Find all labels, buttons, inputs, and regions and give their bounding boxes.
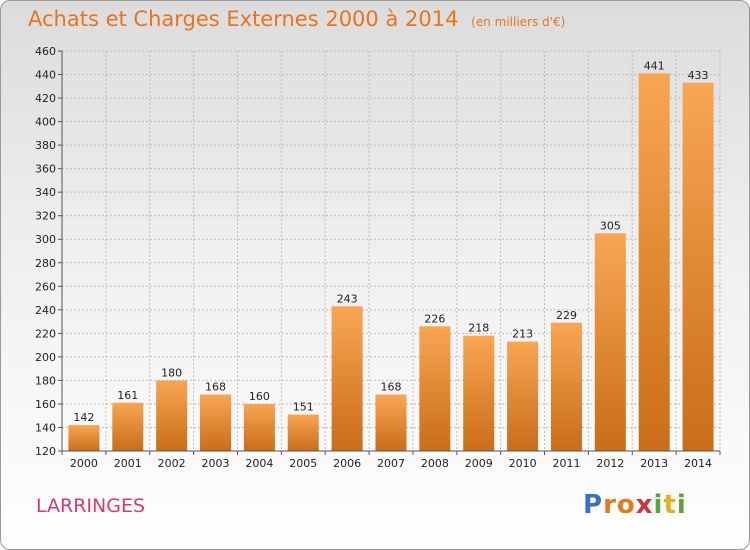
x-tick-label: 2014: [684, 457, 712, 470]
x-tick-label: 2012: [596, 457, 624, 470]
bar-2001: [112, 402, 144, 451]
bar-value-label: 161: [117, 389, 138, 402]
bar-2000: [68, 425, 100, 451]
x-tick-label: 2007: [377, 457, 405, 470]
bar-2009: [463, 335, 495, 451]
bar-value-label: 218: [468, 322, 489, 335]
bar-value-label: 151: [293, 401, 314, 414]
chart-title: Achats et Charges Externes 2000 à 2014 (…: [28, 7, 565, 31]
bar-2006: [331, 306, 363, 451]
bar-value-label: 433: [688, 69, 709, 82]
x-tick-label: 2008: [421, 457, 449, 470]
logo-letter: P: [583, 490, 604, 520]
chart-title-text: Achats et Charges Externes 2000 à 2014: [28, 7, 459, 31]
town-name: LARRINGES: [36, 495, 146, 517]
y-tick-label: 280: [35, 257, 56, 270]
bar-2010: [507, 341, 539, 451]
bar-2003: [200, 394, 232, 451]
y-tick-label: 400: [35, 116, 56, 129]
logo-letter: i: [653, 490, 664, 520]
y-tick-label: 420: [35, 92, 56, 105]
proxiti-logo[interactable]: Proxiti: [583, 490, 687, 520]
y-tick-label: 260: [35, 280, 56, 293]
logo-letter: t: [663, 490, 677, 520]
y-tick-label: 200: [35, 351, 56, 364]
bar-value-label: 229: [556, 309, 577, 322]
x-tick-label: 2001: [114, 457, 142, 470]
bar-2012: [594, 233, 626, 451]
y-tick-label: 240: [35, 304, 56, 317]
x-tick-label: 2013: [640, 457, 668, 470]
bar-value-label: 180: [161, 366, 182, 379]
y-tick-label: 360: [35, 163, 56, 176]
logo-letter: i: [676, 490, 687, 520]
x-tick-label: 2006: [333, 457, 361, 470]
x-tick-label: 2011: [552, 457, 580, 470]
x-tick-label: 2004: [245, 457, 273, 470]
bar-2014: [682, 82, 714, 451]
x-tick-label: 2010: [509, 457, 537, 470]
x-tick-label: 2009: [465, 457, 493, 470]
bar-value-label: 168: [381, 381, 402, 394]
x-tick-label: 2005: [289, 457, 317, 470]
y-tick-label: 220: [35, 327, 56, 340]
bar-2002: [156, 380, 188, 451]
y-tick-label: 380: [35, 139, 56, 152]
bar-value-label: 168: [205, 381, 226, 394]
bar-2013: [638, 73, 670, 452]
logo-letter: x: [635, 490, 654, 520]
bar-value-label: 243: [337, 292, 358, 305]
y-tick-label: 160: [35, 398, 56, 411]
y-tick-label: 300: [35, 233, 56, 246]
bar-value-label: 160: [249, 390, 270, 403]
y-tick-label: 320: [35, 210, 56, 223]
logo-letter: o: [616, 490, 636, 520]
bar-value-label: 142: [73, 411, 94, 424]
bar-2008: [419, 326, 451, 451]
bar-2007: [375, 394, 407, 451]
bar-2004: [243, 403, 275, 451]
y-tick-label: 140: [35, 421, 56, 434]
bar-2005: [287, 414, 319, 451]
bar-value-label: 441: [644, 59, 665, 72]
bar-value-label: 213: [512, 328, 533, 341]
bar-value-label: 226: [424, 312, 445, 325]
y-tick-label: 460: [35, 45, 56, 58]
x-tick-label: 2002: [158, 457, 186, 470]
chart-subtitle: (en milliers d'€): [471, 15, 566, 29]
bar-2011: [550, 322, 582, 451]
y-tick-label: 340: [35, 186, 56, 199]
logo-letter: r: [603, 490, 617, 520]
x-tick-label: 2003: [202, 457, 230, 470]
y-tick-label: 440: [35, 69, 56, 82]
bar-value-label: 305: [600, 219, 621, 232]
y-tick-label: 120: [35, 445, 56, 458]
y-tick-label: 180: [35, 374, 56, 387]
x-tick-label: 2000: [70, 457, 98, 470]
